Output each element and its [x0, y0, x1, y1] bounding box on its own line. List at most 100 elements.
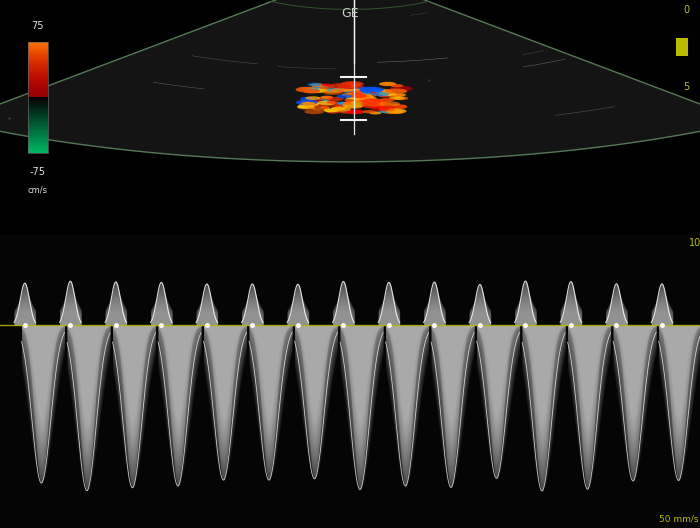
Ellipse shape — [319, 86, 332, 89]
Ellipse shape — [379, 101, 400, 107]
Ellipse shape — [342, 89, 352, 91]
Ellipse shape — [372, 92, 389, 96]
Bar — [28, 119, 48, 121]
Ellipse shape — [379, 82, 396, 86]
Bar — [28, 50, 48, 51]
Ellipse shape — [304, 102, 313, 104]
Ellipse shape — [302, 89, 321, 93]
Bar — [28, 51, 48, 53]
Ellipse shape — [341, 81, 364, 87]
Ellipse shape — [334, 103, 349, 108]
Bar — [28, 79, 48, 81]
Ellipse shape — [382, 108, 397, 111]
Ellipse shape — [394, 97, 408, 100]
Bar — [28, 62, 48, 64]
Ellipse shape — [330, 107, 346, 110]
Bar — [28, 68, 48, 70]
Ellipse shape — [392, 97, 401, 99]
Text: cm/s: cm/s — [28, 185, 48, 194]
Ellipse shape — [373, 90, 385, 93]
Ellipse shape — [349, 93, 367, 98]
Ellipse shape — [342, 102, 365, 108]
Bar — [28, 123, 48, 125]
Text: 5: 5 — [683, 82, 689, 92]
Bar — [28, 93, 48, 96]
Bar — [28, 97, 48, 99]
Bar — [28, 44, 48, 46]
Bar — [676, 37, 688, 56]
Ellipse shape — [314, 105, 323, 107]
Ellipse shape — [297, 105, 315, 110]
Bar — [28, 114, 48, 116]
Ellipse shape — [367, 99, 380, 102]
Text: 75: 75 — [32, 21, 44, 31]
Ellipse shape — [358, 97, 377, 101]
Bar — [28, 42, 48, 44]
Ellipse shape — [337, 85, 360, 91]
Bar — [28, 87, 48, 88]
Bar — [28, 127, 48, 129]
Ellipse shape — [351, 97, 364, 100]
Ellipse shape — [306, 88, 319, 91]
Ellipse shape — [300, 100, 309, 103]
Ellipse shape — [361, 90, 379, 95]
Bar — [28, 134, 48, 136]
Bar — [28, 61, 48, 62]
Ellipse shape — [395, 105, 407, 108]
Ellipse shape — [379, 110, 390, 113]
Bar — [28, 96, 48, 97]
Ellipse shape — [330, 88, 348, 92]
Ellipse shape — [321, 96, 333, 99]
Ellipse shape — [341, 93, 354, 96]
Ellipse shape — [323, 108, 340, 112]
Ellipse shape — [322, 85, 335, 88]
Bar — [28, 133, 48, 134]
Ellipse shape — [379, 98, 394, 102]
Bar — [28, 64, 48, 66]
Ellipse shape — [372, 91, 389, 95]
Bar — [28, 77, 48, 79]
Ellipse shape — [307, 83, 322, 86]
Ellipse shape — [380, 91, 397, 96]
Bar — [28, 147, 48, 149]
Ellipse shape — [295, 87, 318, 92]
Ellipse shape — [321, 83, 332, 86]
Ellipse shape — [361, 98, 384, 104]
Ellipse shape — [386, 109, 407, 114]
Text: -75: -75 — [30, 167, 46, 176]
Text: GE: GE — [341, 7, 359, 20]
Ellipse shape — [296, 100, 317, 105]
Ellipse shape — [393, 93, 406, 97]
Bar — [28, 103, 48, 105]
Bar — [28, 73, 48, 76]
Ellipse shape — [324, 90, 339, 93]
Ellipse shape — [305, 96, 321, 100]
Bar — [28, 129, 48, 130]
Ellipse shape — [310, 83, 326, 87]
Ellipse shape — [373, 89, 392, 93]
Ellipse shape — [307, 107, 315, 109]
Ellipse shape — [351, 94, 374, 100]
Bar — [28, 83, 48, 84]
Bar — [28, 59, 48, 61]
Ellipse shape — [347, 89, 366, 93]
Ellipse shape — [344, 90, 358, 94]
Ellipse shape — [343, 104, 363, 109]
Bar — [28, 145, 48, 147]
Ellipse shape — [363, 110, 375, 114]
Ellipse shape — [370, 106, 389, 111]
Ellipse shape — [298, 105, 314, 109]
Ellipse shape — [346, 109, 364, 114]
Bar — [28, 81, 48, 83]
Ellipse shape — [345, 97, 365, 102]
Ellipse shape — [385, 89, 407, 94]
Ellipse shape — [350, 101, 361, 104]
Ellipse shape — [305, 99, 323, 103]
Ellipse shape — [304, 109, 324, 114]
Ellipse shape — [298, 87, 312, 91]
Bar — [28, 57, 48, 59]
Ellipse shape — [381, 109, 403, 114]
Bar — [28, 48, 48, 50]
Ellipse shape — [387, 104, 407, 109]
Ellipse shape — [317, 97, 333, 100]
